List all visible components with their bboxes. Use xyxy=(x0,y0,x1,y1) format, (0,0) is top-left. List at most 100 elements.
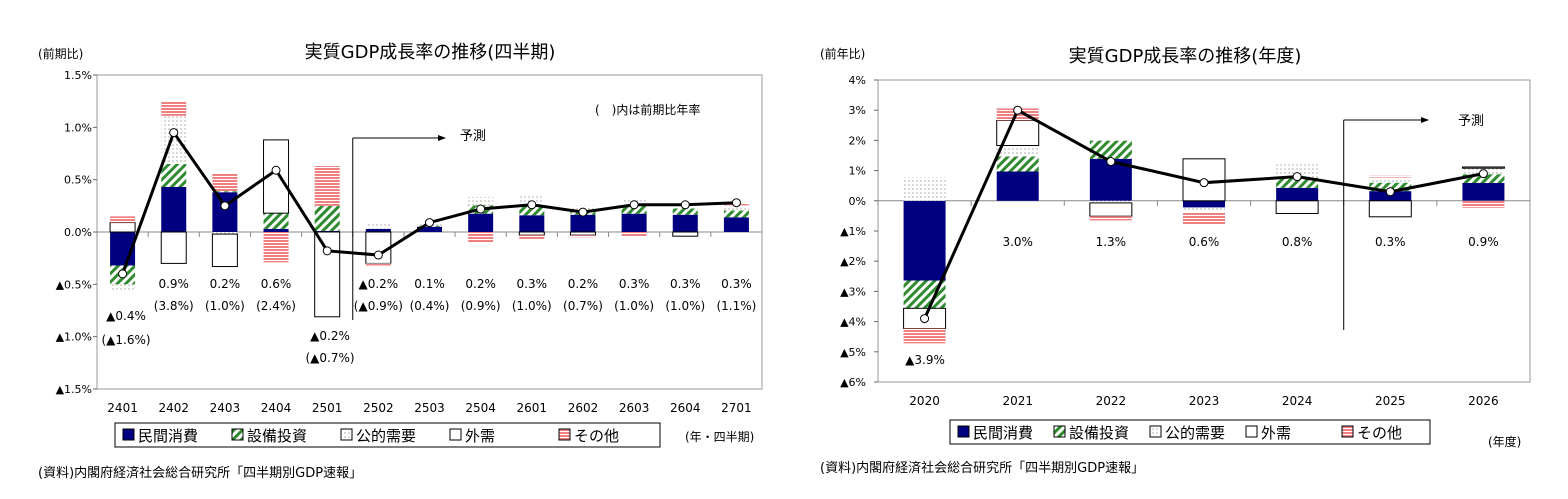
chart0-x-tick-label: 2504 xyxy=(465,401,496,415)
chart0-value-label: 0.2% xyxy=(465,277,496,291)
chart0-bar-private xyxy=(314,230,340,232)
chart0-bar-public xyxy=(212,232,238,235)
chart1-legend-swatch-public xyxy=(1149,425,1162,438)
chart0-bar-public xyxy=(365,222,391,229)
chart0-legend-swatch-other xyxy=(558,428,571,441)
chart0-y-tick-label: 1.5% xyxy=(64,69,92,82)
chart1-bar-private xyxy=(1183,200,1225,208)
chart1-bar-other xyxy=(1369,175,1412,178)
chart1-legend-item-external: 外需 xyxy=(1261,424,1291,442)
chart1-value-label: 1.3% xyxy=(1096,235,1127,249)
chart0-x-tick-label: 2502 xyxy=(363,401,394,415)
chart1-bar-other xyxy=(1089,216,1132,221)
chart0-bar-capex xyxy=(212,191,238,193)
chart0-annual-rate-label: (0.4%) xyxy=(410,299,450,313)
chart1-forecast-label: 予測 xyxy=(1458,114,1484,129)
chart1-bar-public xyxy=(1276,164,1319,178)
chart1-growth-point xyxy=(920,314,930,324)
chart0-growth-point xyxy=(271,165,281,175)
chart1-y-axis-label: (前年比) xyxy=(820,46,865,61)
chart1-legend-swatch-capex xyxy=(1053,425,1066,438)
chart0-bar-external xyxy=(109,222,136,233)
chart0-growth-point xyxy=(527,200,537,210)
chart0-bar-private xyxy=(468,213,494,232)
chart1-y-tick-label: 2% xyxy=(849,134,866,147)
chart1-bar-private xyxy=(1276,187,1319,201)
chart0-value-label: ▲0.4% xyxy=(106,309,146,323)
chart0-x-tick-label: 2604 xyxy=(670,401,701,415)
chart0-value-label: 0.3% xyxy=(670,277,701,291)
chart0-x-tick-label: 2402 xyxy=(158,401,189,415)
chart0-x-tick-label: 2701 xyxy=(721,401,752,415)
chart0-annual-rate-label: (▲0.7%) xyxy=(305,351,354,365)
chart1-x-tick-label: 2024 xyxy=(1282,394,1313,408)
chart1-bar-external xyxy=(1368,200,1412,218)
chart0-y-tick-label: 1.0% xyxy=(64,121,92,134)
chart1-bar-private xyxy=(903,200,946,281)
chart0-bar-other xyxy=(621,232,647,237)
chart0-growth-point xyxy=(425,218,434,228)
chart0-y-tick-label: ▲1.0% xyxy=(56,331,92,344)
chart0-value-label: ▲0.2% xyxy=(310,329,350,343)
chart0-annual-rate-label: (0.9%) xyxy=(461,299,501,313)
chart1-value-label: 3.0% xyxy=(1002,235,1033,249)
chart0-x-tick-label: 2603 xyxy=(619,401,650,415)
chart0-bar-public xyxy=(110,284,136,290)
chart0-bar-other xyxy=(468,232,494,243)
chart1-bar-other xyxy=(1183,212,1225,225)
chart1-y-tick-label: ▲1% xyxy=(840,225,866,238)
chart1-bar-public xyxy=(1183,207,1225,213)
chart0-growth-point xyxy=(680,200,690,210)
chart1-bar-external xyxy=(1461,166,1505,169)
chart1-bar-public xyxy=(1089,200,1132,203)
chart0-annual-rate-label: (1.0%) xyxy=(512,299,552,313)
chart1-bar-other xyxy=(1462,200,1505,208)
chart0-bar-capex xyxy=(263,213,289,229)
chart0-legend-swatch-public xyxy=(340,428,353,441)
chart0-legend-item-public: 公的需要 xyxy=(356,427,416,445)
chart1-legend-swatch-private xyxy=(957,425,970,438)
chart0-growth-point xyxy=(373,250,383,260)
chart1-y-tick-label: 4% xyxy=(849,74,866,87)
chart0-bar-other xyxy=(314,166,340,206)
chart1-bar-other xyxy=(903,328,946,344)
chart0-y-tick-label: ▲0.5% xyxy=(56,278,92,291)
chart1-bar-external xyxy=(1089,202,1133,217)
chart1-legend-item-other: その他 xyxy=(1357,424,1402,442)
chart0-annual-rate-label: (1.0%) xyxy=(665,299,705,313)
chart1-bar-public xyxy=(1369,177,1412,183)
chart0-growth-point xyxy=(629,200,639,210)
chart1-legend-item-capex: 設備投資 xyxy=(1069,424,1129,442)
chart0-note: ( )内は前期比年率 xyxy=(595,102,700,117)
chart0-legend-item-external: 外需 xyxy=(465,427,495,445)
chart0-value-label: 0.6% xyxy=(261,277,292,291)
chart0-annual-rate-label: (1.1%) xyxy=(716,299,756,313)
chart0-bar-other xyxy=(263,232,289,263)
chart0-value-label: 0.3% xyxy=(619,277,650,291)
chart1-legend-swatch-other xyxy=(1341,425,1354,438)
chart1-bar-public xyxy=(996,145,1039,157)
chart0-bar-other xyxy=(161,101,187,116)
chart0-x-axis-label: (年・四半期) xyxy=(685,430,754,444)
chart0-annual-rate-label: (1.0%) xyxy=(205,299,245,313)
chart0-y-tick-label: 0.5% xyxy=(64,174,92,187)
chart1-y-tick-label: 1% xyxy=(849,165,866,178)
chart0-bar-private xyxy=(519,215,545,232)
chart0-bar-capex xyxy=(672,208,698,215)
chart0-y-tick-label: 0.0% xyxy=(64,226,92,239)
chart1-bar-capex xyxy=(996,156,1039,172)
chart0-value-label: 0.2% xyxy=(210,277,241,291)
chart0-forecast-label: 予測 xyxy=(460,129,486,144)
chart0-bar-private xyxy=(263,228,289,232)
chart1-title: 実質GDP成長率の推移(年度) xyxy=(1069,46,1302,67)
chart0-legend-item-private: 民間消費 xyxy=(138,427,198,445)
chart0-legend-item-capex: 設備投資 xyxy=(247,427,307,445)
chart0-title: 実質GDP成長率の推移(四半期) xyxy=(305,42,556,63)
chart0-growth-point xyxy=(118,269,128,279)
chart1-growth-point xyxy=(1385,187,1395,197)
chart1-growth-point xyxy=(1292,172,1302,182)
chart0-x-tick-label: 2404 xyxy=(261,401,292,415)
chart0-growth-point xyxy=(578,207,588,217)
chart0-value-label: ▲0.2% xyxy=(358,277,398,291)
